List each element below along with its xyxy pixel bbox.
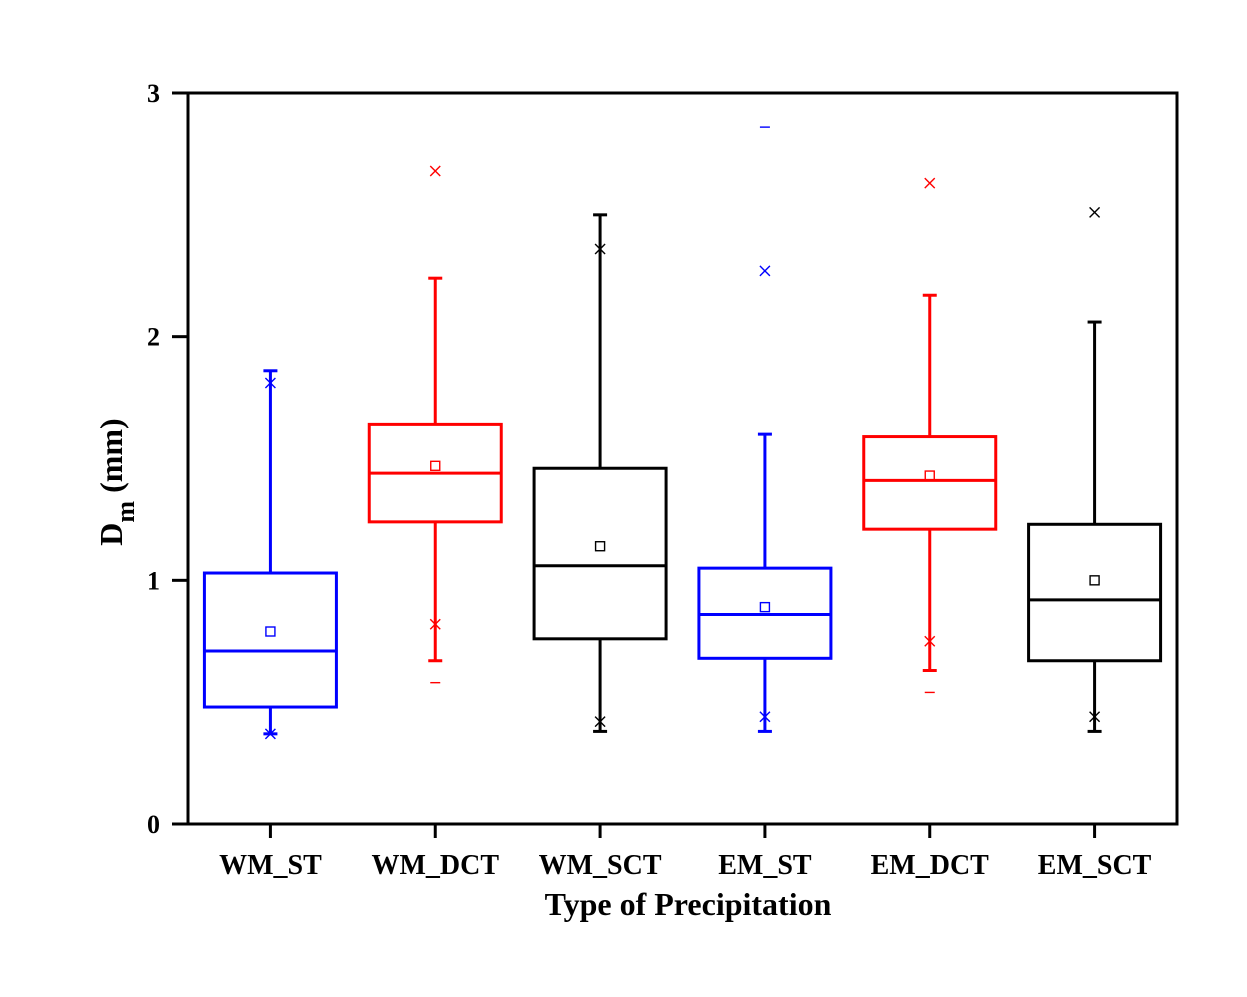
x-tick-label: WM_DCT: [371, 850, 499, 881]
percentile-x-marker: [759, 711, 771, 723]
percentile-x-marker: [759, 265, 771, 277]
box-wm-st: [202, 369, 338, 740]
mean-marker: [594, 541, 606, 552]
percentile-x-marker: [924, 177, 936, 189]
x-tick-label: WM_ST: [219, 850, 322, 881]
x-axis-ticks: WM_ST WM_DCT WM_SCT EM_ST EM_DCT EM_SCT: [219, 824, 1152, 881]
mean-marker: [430, 460, 441, 472]
boxes: [202, 126, 1163, 740]
y-tick-label: 3: [147, 79, 160, 108]
x-marker-stroke: [594, 716, 606, 728]
percentile-x-marker: [594, 243, 606, 255]
x-marker-stroke: [594, 243, 606, 255]
x-marker-stroke: [924, 635, 936, 647]
percentile-x-marker: [429, 165, 441, 177]
box-em-st: [697, 126, 833, 733]
percentile-x-marker: [924, 635, 936, 647]
x-tick-label: EM_DCT: [871, 850, 990, 881]
x-tick-label: EM_ST: [718, 850, 812, 881]
x-marker-stroke: [429, 618, 441, 630]
iqr-box: [862, 435, 998, 531]
y-axis-title-main: D: [93, 523, 129, 546]
mean-marker: [759, 601, 771, 613]
x-marker-stroke: [1089, 206, 1101, 218]
percentile-x-marker: [429, 618, 441, 630]
x-marker-stroke: [759, 711, 771, 723]
percentile-x-marker: [1089, 206, 1101, 218]
percentile-x-marker: [264, 728, 276, 740]
percentile-x-marker: [264, 377, 276, 389]
iqr-box: [532, 466, 668, 641]
y-axis-title-sub: m: [111, 501, 140, 523]
x-marker-stroke: [429, 165, 441, 177]
x-marker-stroke: [924, 177, 936, 189]
x-tick-label: WM_SCT: [539, 850, 662, 881]
y-axis-title-unit: (mm): [93, 418, 129, 501]
plot-frame: [186, 91, 1179, 826]
y-tick-label: 0: [147, 810, 160, 839]
mean-marker: [924, 470, 935, 481]
iqr-box: [1027, 522, 1163, 663]
x-marker-stroke: [264, 728, 276, 740]
percentile-x-marker: [1089, 711, 1101, 723]
y-tick-label: 2: [147, 323, 160, 352]
x-axis-title: Type of Precipitation: [545, 886, 832, 922]
x-marker-stroke: [759, 265, 771, 277]
box-wm-dct: [367, 165, 503, 684]
x-marker-stroke: [264, 377, 276, 389]
box-wm-sct: [532, 213, 668, 733]
mean-marker: [1089, 575, 1100, 586]
x-marker-stroke: [1089, 711, 1101, 723]
box-em-dct: [862, 177, 998, 694]
box-em-sct: [1027, 206, 1163, 733]
mean-marker: [265, 626, 276, 637]
x-tick-label: EM_SCT: [1038, 850, 1152, 881]
y-tick-label: 1: [147, 566, 160, 595]
y-axis-ticks: 0 1 2 3: [147, 79, 188, 839]
y-axis-title: Dm (mm): [93, 418, 140, 545]
iqr-box: [202, 571, 338, 709]
percentile-x-marker: [594, 716, 606, 728]
